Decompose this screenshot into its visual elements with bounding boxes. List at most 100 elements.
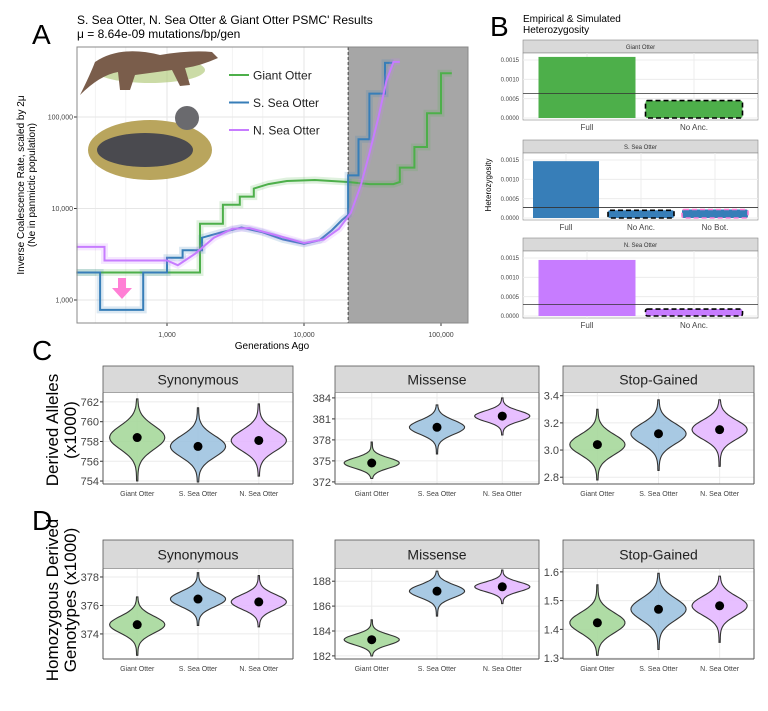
mean-point xyxy=(715,601,725,611)
x-tick-label: S. Sea Otter xyxy=(179,666,218,673)
mean-point xyxy=(193,594,203,604)
y-tick-label: 754 xyxy=(81,476,99,488)
y-tick-label: 378 xyxy=(313,435,331,447)
x-tick-label: Giant Otter xyxy=(120,491,155,498)
y-tick-label: 372 xyxy=(313,477,331,489)
y-tick-label: 10,000 xyxy=(52,206,74,213)
giant-otter-illustration xyxy=(80,51,218,95)
het-title-2: Heterozygosity xyxy=(523,25,589,36)
mean-point xyxy=(592,440,602,450)
bar xyxy=(681,208,749,219)
facet-strip-label: N. Sea Otter xyxy=(624,243,657,249)
homoz-ylabel: Homozygous Derived xyxy=(43,519,62,682)
bar xyxy=(644,99,744,119)
mean-point xyxy=(654,604,663,614)
psmc-subtitle: μ = 8.64e-09 mutations/bp/gen xyxy=(77,27,240,41)
bar xyxy=(644,308,744,317)
x-tick-label: No Anc. xyxy=(680,321,708,330)
psmc-ylabel: Inverse Coalescence Rate, scaled by 2μ xyxy=(16,95,27,274)
mean-point xyxy=(715,425,725,435)
y-tick-label: 378 xyxy=(81,572,99,584)
facet-strip xyxy=(334,365,540,394)
y-tick-label: 0.0010 xyxy=(501,178,520,184)
mean-point xyxy=(132,620,142,630)
psmc-ylabel-2: (Ne in panmictic population) xyxy=(27,123,38,247)
x-tick-label: 10,000 xyxy=(293,332,315,339)
plot-border xyxy=(76,46,469,324)
facet-strip-label: Synonymous xyxy=(158,372,239,388)
panel-letter-d: D xyxy=(32,505,52,536)
psmc-title: S. Sea Otter, N. Sea Otter & Giant Otter… xyxy=(77,13,373,27)
legend-label-0: Giant Otter xyxy=(253,69,312,83)
psmc-xlabel: Generations Ago xyxy=(235,341,310,352)
y-tick-label: 1.4 xyxy=(544,624,559,636)
mean-point xyxy=(367,458,377,468)
x-tick-label: No Anc. xyxy=(680,123,708,132)
x-tick-label: Giant Otter xyxy=(355,666,390,673)
facet-strip xyxy=(334,539,540,570)
mean-point xyxy=(254,435,264,445)
y-tick-label: 3.2 xyxy=(544,418,559,430)
y-tick-label: 0.0015 xyxy=(501,256,520,262)
mean-point xyxy=(497,582,507,592)
y-tick-label: 1.6 xyxy=(544,567,559,579)
facet-strip xyxy=(102,365,294,394)
shaded-region xyxy=(348,47,468,323)
bar xyxy=(607,209,675,219)
mean-point xyxy=(254,597,264,607)
legend-label-1: S. Sea Otter xyxy=(253,96,319,110)
y-tick-label: 186 xyxy=(313,601,331,613)
series-line-0 xyxy=(76,72,452,274)
het-ylabel: Heterozygosity xyxy=(484,159,493,212)
panel-letter-b: B xyxy=(490,11,509,42)
alleles-ylabel-2: (x1000) xyxy=(61,401,80,459)
y-tick-label: 0.0000 xyxy=(501,314,520,320)
legend-label-2: N. Sea Otter xyxy=(253,124,320,138)
mean-point xyxy=(193,441,203,451)
panel-letter-a: A xyxy=(32,19,51,50)
y-tick-label: 384 xyxy=(313,393,331,405)
y-tick-label: 184 xyxy=(313,626,331,638)
x-tick-label: Full xyxy=(581,123,594,132)
y-tick-label: 182 xyxy=(313,651,331,663)
x-tick-label: N. Sea Otter xyxy=(483,491,523,498)
y-tick-label: 0.0010 xyxy=(501,276,520,282)
x-tick-label: Giant Otter xyxy=(580,666,615,673)
y-tick-label: 381 xyxy=(313,414,331,426)
y-tick-label: 100,000 xyxy=(48,115,73,122)
x-tick-label: No Anc. xyxy=(627,223,655,232)
x-tick-label: Giant Otter xyxy=(120,666,155,673)
facet-strip-label: Stop-Gained xyxy=(619,547,698,563)
y-tick-label: 1,000 xyxy=(55,298,73,305)
derived-alleles-chart: Synonymous 754 756 758 760 762 Giant Otter S. S… xyxy=(81,365,755,498)
x-tick-label: 1,000 xyxy=(158,332,176,339)
facet-strip-label: Giant Otter xyxy=(626,45,655,51)
y-tick-label: 3.4 xyxy=(544,391,559,403)
y-tick-label: 2.8 xyxy=(544,472,559,484)
x-tick-label: N. Sea Otter xyxy=(700,491,740,498)
sea-otter-head xyxy=(175,106,199,130)
y-tick-label: 0.0005 xyxy=(501,197,520,203)
y-tick-label: 375 xyxy=(313,456,331,468)
x-tick-label: 100,000 xyxy=(428,332,453,339)
het-title: Empirical & Simulated xyxy=(523,14,621,25)
homozygous-derived-chart: Synonymous 374 376 378 Giant Otter S. Sea Ott… xyxy=(81,539,755,673)
y-tick-label: 758 xyxy=(81,436,99,448)
mean-point xyxy=(592,618,602,628)
psmc-chart: 1,000 10,000 100,000 1,000 10,000 100,000 Gian… xyxy=(48,46,469,339)
y-tick-label: 0.0010 xyxy=(501,78,520,84)
facet-strip-label: Stop-Gained xyxy=(619,372,698,388)
bar xyxy=(538,56,636,118)
x-tick-label: S. Sea Otter xyxy=(179,491,218,498)
x-tick-label: Giant Otter xyxy=(355,491,390,498)
x-tick-label: S. Sea Otter xyxy=(639,491,678,498)
y-tick-label: 0.0015 xyxy=(501,158,520,164)
y-tick-label: 374 xyxy=(81,629,99,641)
x-tick-label: Full xyxy=(581,321,594,330)
x-tick-label: Giant Otter xyxy=(580,491,615,498)
down-arrow-icon xyxy=(112,278,132,299)
mean-point xyxy=(497,411,507,421)
facet-strip-label: Missense xyxy=(407,372,466,388)
y-tick-label: 762 xyxy=(81,397,99,409)
y-tick-label: 760 xyxy=(81,417,99,429)
